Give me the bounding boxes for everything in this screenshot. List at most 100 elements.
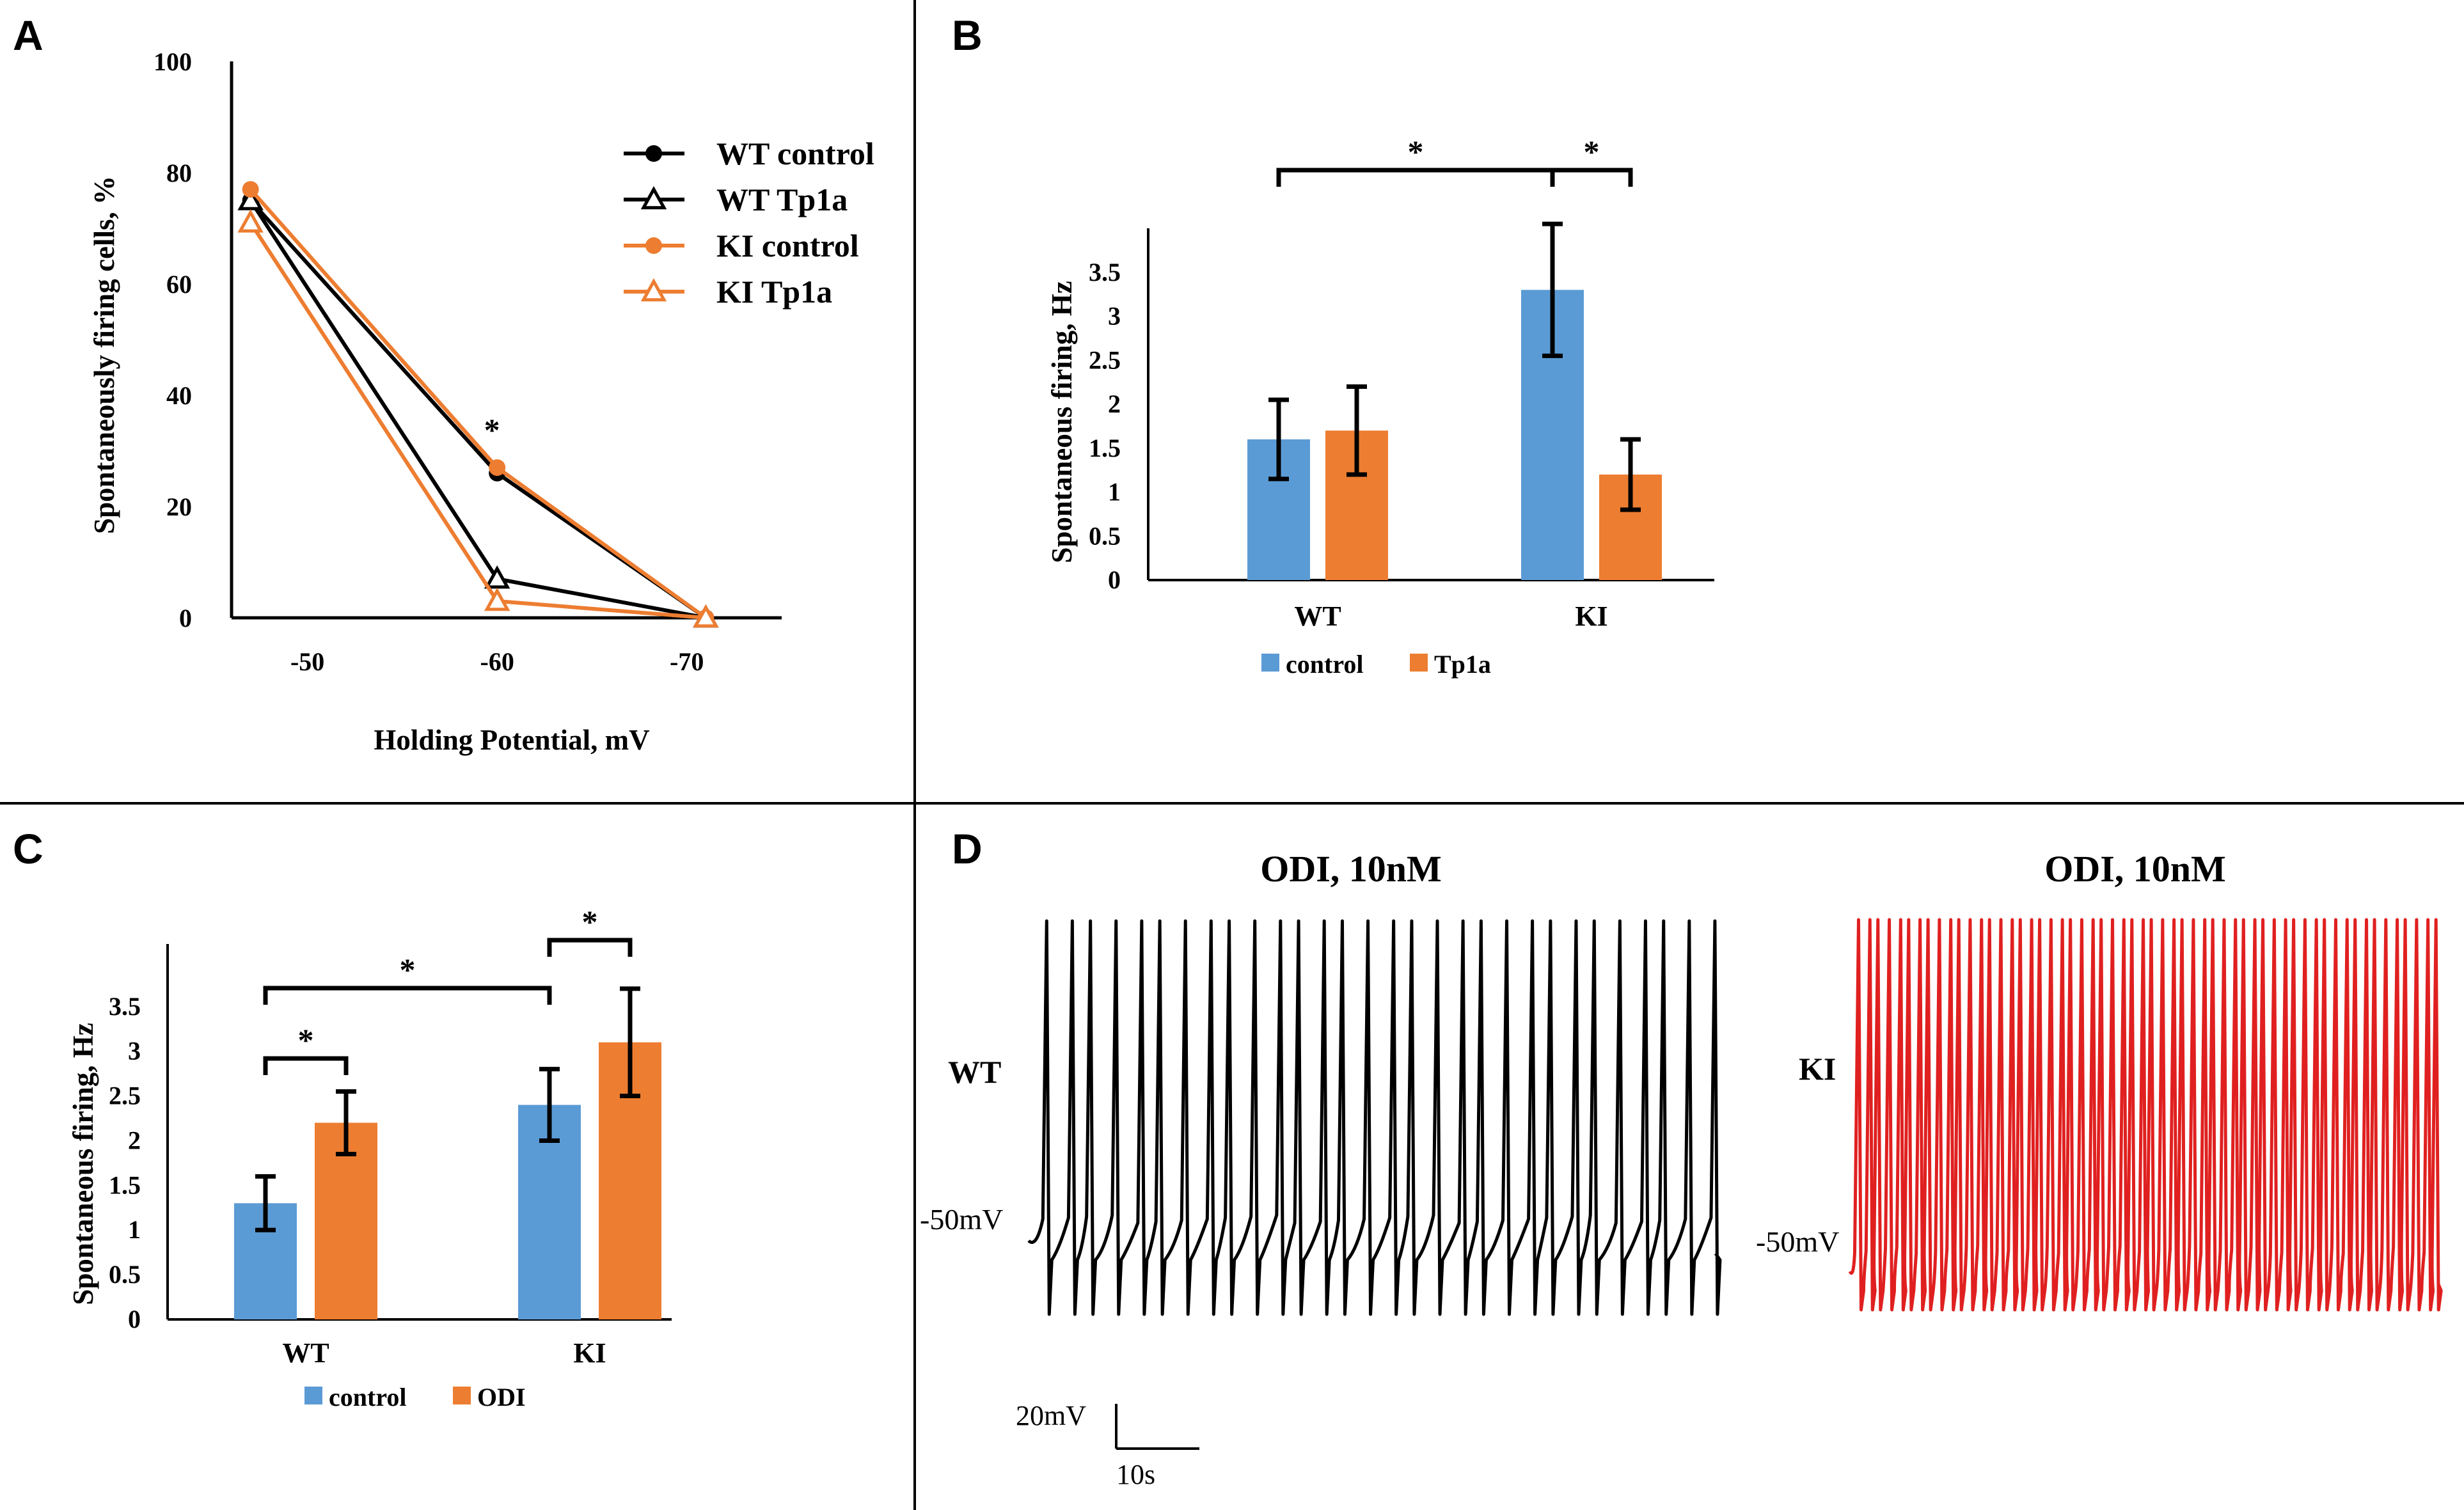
y-tick-label: 100 [154,47,192,76]
category-label: WT [1294,601,1341,632]
y-tick-label: 0.5 [1089,521,1121,550]
significance-bracket [1550,168,1633,187]
y-tick-label: 60 [166,270,192,299]
panel-b-letter: B [952,12,983,59]
wt-trace-label: WT [948,1054,1001,1090]
legend-label: KI control [716,228,859,263]
panel-d-letter: D [952,825,983,872]
panel-a-chart: A 0 20 40 60 80 100 -50 -60 -70 * WT control WT T… [13,12,874,756]
panel-a-legend: WT control WT Tp1a KI control KI Tp1a [624,136,874,310]
panel-a-axes [230,61,782,620]
legend-label: Tp1a [1434,650,1491,679]
category-label: WT [282,1337,329,1369]
panel-b-chart: B 00.511.522.533.5WT KI * * control Tp1a Sp… [952,12,1714,679]
panel-b-significance: * * [1276,134,1633,187]
series-line [249,199,706,620]
y-tick-label: 80 [166,159,192,187]
y-tick-label: 0 [128,1305,141,1333]
panel-b-tick-labels: 0 0.5 1 1.5 2 2.5 3 3.5 WT KI [1089,258,1608,632]
panel-d-traces: D ODI, 10nM ODI, 10nM WT KI -50mV -50mV … [920,825,2443,1490]
y-tick-label: 40 [166,381,192,410]
series-line [249,188,707,620]
significance-bracket [547,938,633,957]
series-line [249,221,706,620]
panel-b-ylabel: Spontaneous firing, Hz [1046,281,1078,563]
legend-label: WT control [716,136,874,171]
ki-trace-label: KI [1799,1051,1836,1087]
significance-star: * [1584,134,1600,169]
category-label: KI [1575,601,1607,632]
panel-a-letter: A [13,12,43,59]
legend-label: ODI [477,1383,526,1412]
data-point [242,181,259,198]
y-tick-label: 3 [1108,302,1121,331]
panel-c-bars [234,986,661,1319]
panel-c-significance: * * * [263,904,633,1075]
legend-marker [640,185,667,210]
ki-trace-title: ODI, 10nM [2044,848,2226,890]
legend-marker [640,278,667,302]
y-tick-label: 2.5 [109,1081,141,1110]
data-point [237,209,264,233]
scale-bar: 20mV 10s [1016,1400,1199,1490]
wt-trace-title: ODI, 10nM [1260,848,1442,890]
y-tick-label: 1.5 [1089,434,1121,462]
panel-c-tick-labels: 0 0.5 1 1.5 2 2.5 3 3.5 WT KI [109,992,606,1369]
y-tick-label: 1 [128,1215,141,1244]
y-tick-label: 0 [179,604,192,633]
scale-voltage-label: 20mV [1016,1400,1086,1431]
data-point [237,187,264,210]
legend-label: control [1286,650,1363,679]
legend-marker [645,237,662,254]
panel-a-ylabel: Spontaneously firing cells, % [88,176,120,534]
significance-star: * [582,904,598,940]
data-point [484,587,510,611]
panel-a-series: * [237,181,719,628]
panel-a-xlabel: Holding Potential, mV [374,724,649,756]
panel-c-letter: C [13,825,43,872]
y-tick-label: 0.5 [109,1260,141,1289]
significance-star: * [400,952,416,987]
y-tick-label: 1 [1108,478,1121,507]
legend-swatch [1410,654,1428,672]
significance-star: * [298,1022,314,1058]
x-tick-label: -50 [290,647,324,676]
y-tick-label: 1.5 [109,1170,141,1199]
x-tick-label: -60 [480,647,514,676]
y-tick-label: 0 [1108,565,1121,594]
x-tick-label: -70 [670,647,704,676]
y-tick-label: 3 [128,1037,141,1066]
significance-star: * [484,412,500,448]
y-tick-label: 3.5 [1089,258,1121,287]
legend-marker [645,145,662,162]
panel-a-tick-labels: 0 20 40 60 80 100 -50 -60 -70 [154,47,704,676]
panel-b-bars [1247,221,1662,580]
legend-swatch [1261,654,1279,672]
series-line [249,199,707,620]
significance-bracket [263,1056,349,1075]
data-point [484,565,510,589]
y-tick-label: 20 [166,492,192,521]
significance-star: * [1408,134,1424,169]
data-point [693,604,719,628]
panel-b-legend: control Tp1a [1261,650,1491,679]
data-point [489,459,506,476]
y-tick-label: 2.5 [1089,345,1121,374]
wt-firing-trace [1027,919,1722,1316]
legend-label: KI Tp1a [716,274,832,310]
ki-firing-trace [1848,918,2443,1312]
panel-c-chart: C 0 0.5 1 1.5 2 2.5 3 3.5 WT KI * * * control ODI Sp… [13,825,672,1412]
y-tick-label: 2 [128,1126,141,1154]
scale-time-label: 10s [1116,1459,1155,1490]
y-tick-label: 2 [1108,389,1121,418]
legend-label: WT Tp1a [716,182,848,217]
panel-c-ylabel: Spontaneous firing, Hz [67,1023,99,1305]
panel-c-legend: control ODI [304,1383,526,1412]
legend-swatch [453,1387,471,1404]
significance-bracket [263,986,552,1005]
significance-bracket [1276,168,1555,187]
legend-swatch [304,1387,322,1404]
legend-label: control [329,1383,406,1412]
y-tick-label: 3.5 [109,992,141,1021]
